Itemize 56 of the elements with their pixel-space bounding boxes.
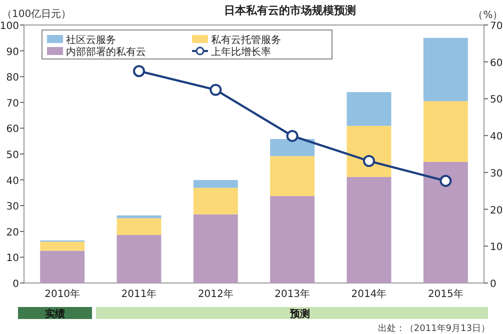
y2-axis-title: （%） bbox=[473, 10, 503, 21]
bar bbox=[346, 126, 392, 177]
y-tick-label: 40 bbox=[6, 176, 19, 187]
y-tick-label: 70 bbox=[6, 98, 19, 110]
point bbox=[210, 84, 222, 96]
bar bbox=[423, 101, 468, 162]
point bbox=[363, 155, 375, 168]
y-tick-label: 30 bbox=[6, 202, 19, 213]
y-tick-label: 20 bbox=[6, 227, 19, 238]
y-tick-label: 80 bbox=[6, 72, 19, 84]
y-tick-label: 100 bbox=[0, 21, 19, 32]
text: 实绩 bbox=[45, 308, 65, 320]
text: 出处：（2011年9月13日） bbox=[378, 323, 490, 334]
x-tick-label: 2011年 bbox=[121, 288, 157, 300]
bar bbox=[193, 180, 238, 188]
point bbox=[440, 174, 452, 187]
legend-label: 上年比增长率 bbox=[211, 46, 271, 58]
y-axis-title: （100亿日元） bbox=[2, 9, 72, 20]
x-tick-label: 2012年 bbox=[198, 288, 234, 300]
bar bbox=[346, 92, 392, 126]
y2-tick-label: 60 bbox=[490, 58, 503, 69]
bar bbox=[193, 214, 238, 283]
bar bbox=[193, 188, 238, 214]
y2-tick-label: 70 bbox=[490, 21, 503, 32]
chart-title: 日本私有云的市场规模预测 bbox=[224, 4, 356, 17]
bar bbox=[270, 139, 315, 156]
y-tick-label: 50 bbox=[6, 150, 19, 161]
legend-label: 私有云托管服务 bbox=[211, 34, 281, 46]
text: 预测 bbox=[289, 308, 310, 320]
y-tick-label: 90 bbox=[6, 46, 19, 58]
bar bbox=[423, 38, 468, 102]
point bbox=[286, 130, 298, 142]
x-tick-label: 2010年 bbox=[44, 288, 80, 300]
bar bbox=[270, 196, 315, 283]
x-tick-label: 2013年 bbox=[274, 288, 310, 300]
y-tick-label: 10 bbox=[6, 253, 19, 264]
y2-tick-label: 40 bbox=[490, 132, 503, 143]
bar bbox=[116, 235, 162, 283]
y-tick-label: 60 bbox=[6, 124, 19, 136]
y2-tick-label: 30 bbox=[490, 168, 503, 180]
bar bbox=[40, 250, 85, 283]
y-tick-label: 0 bbox=[12, 279, 19, 290]
bar bbox=[346, 176, 392, 283]
y2-tick-label: 50 bbox=[490, 94, 503, 106]
y2-tick-label: 0 bbox=[490, 279, 496, 290]
bar bbox=[40, 242, 85, 251]
y2-tick-label: 20 bbox=[490, 205, 503, 216]
legend-label: 内部部署的私有云 bbox=[66, 46, 146, 58]
x-tick-label: 2015年 bbox=[428, 288, 464, 300]
y2-tick-label: 10 bbox=[490, 242, 503, 254]
legend-label: 社区云服务 bbox=[66, 34, 116, 46]
bar bbox=[270, 156, 315, 196]
bar bbox=[116, 218, 162, 236]
point bbox=[133, 65, 145, 78]
x-tick-label: 2014年 bbox=[351, 288, 387, 300]
bar bbox=[423, 162, 468, 283]
